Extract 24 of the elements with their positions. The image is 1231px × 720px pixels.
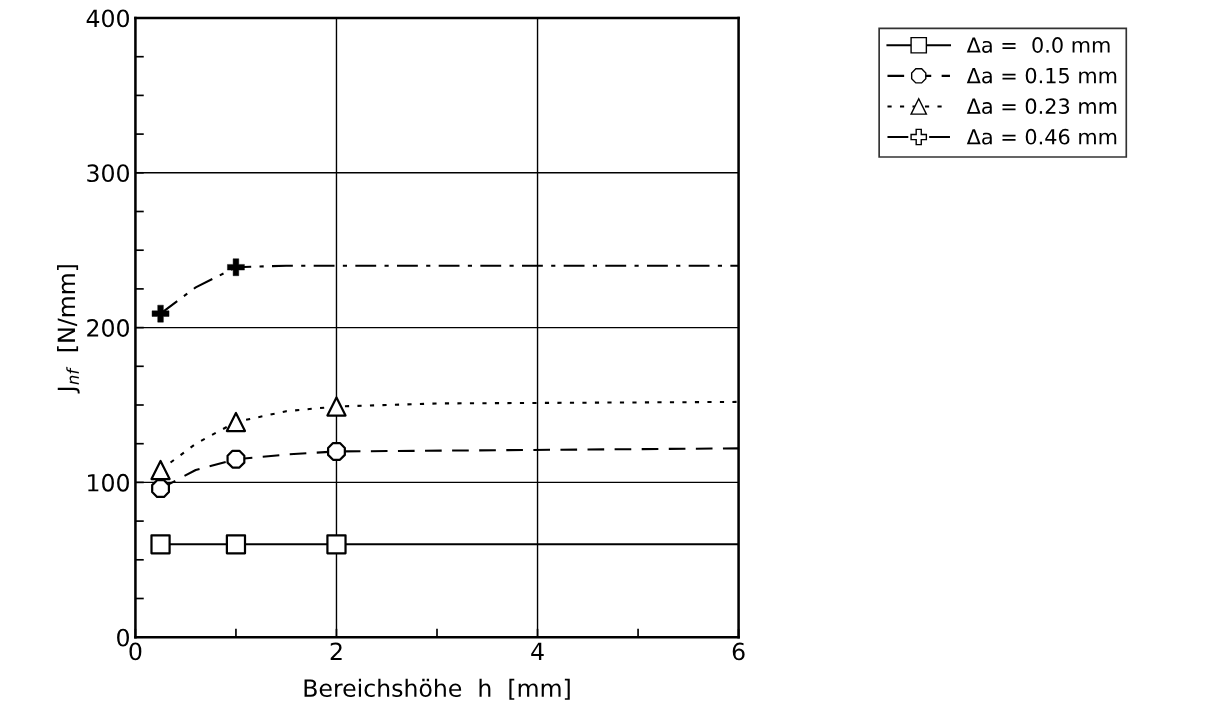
legend-label: Δa = 0.23 mm [966,98,1117,115]
point [226,449,246,469]
point [225,534,247,555]
y-tick-label: 400 [86,9,129,28]
point [326,534,347,555]
legend-label: Δa = 0.15 mm [966,67,1117,84]
x-tick-label: 4 [531,642,544,660]
x-axis-title: Bereichshöhe h [mm] [304,678,570,700]
y-axis-title: J$_{nf}$ [N/mm] [57,265,80,394]
x-tick-label: 0 [129,642,142,661]
legend-label: Δa = 0.46 mm [966,128,1117,145]
y-tick-label: 300 [87,164,129,183]
legend-label: Δa = 0.0 mm [966,37,1110,53]
point [151,479,171,499]
point [225,411,247,433]
y-tick-label: 200 [87,319,129,337]
point [150,534,171,555]
y-tick-label: 0 [117,628,129,647]
point [150,459,171,481]
x-tick-label: 6 [732,642,745,661]
x-tick-label: 2 [330,642,342,660]
point [327,441,346,461]
y-tick-label: 100 [88,473,129,492]
point [326,396,347,417]
